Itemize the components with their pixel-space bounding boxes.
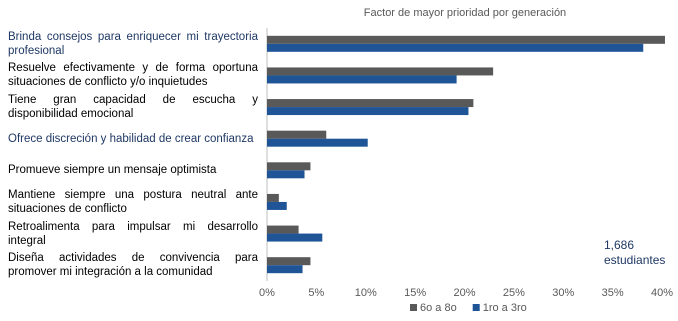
x-tick-label: 40% xyxy=(651,287,673,299)
legend-label: 1ro a 3ro xyxy=(483,302,527,314)
bar xyxy=(267,162,311,171)
y-tick-label: Ofrece discreción y habilidad de crear c… xyxy=(8,132,254,145)
x-tick-label: 30% xyxy=(552,287,574,299)
bar xyxy=(267,257,311,266)
bar xyxy=(267,35,665,44)
y-tick-label: Tiene gran capacidad de escucha y dispon… xyxy=(8,94,258,121)
bar xyxy=(267,265,303,274)
x-tick-label: 25% xyxy=(503,287,525,299)
y-tick-label: Brinda consejos para enriquecer mi traye… xyxy=(8,30,258,57)
bar xyxy=(267,67,494,76)
x-tick-label: 15% xyxy=(404,287,426,299)
bar xyxy=(267,43,644,52)
bar xyxy=(267,201,287,210)
bar xyxy=(267,107,469,116)
bar xyxy=(267,225,299,234)
bar xyxy=(267,99,474,108)
y-tick-label: Diseña actividades de convivencia para p… xyxy=(8,252,258,279)
x-tick-label: 20% xyxy=(453,287,475,299)
bar xyxy=(267,170,305,179)
x-tick-label: 0% xyxy=(259,287,275,299)
x-tick-label: 10% xyxy=(355,287,377,299)
y-tick-label: Mantiene siempre una postura neutral ant… xyxy=(8,188,258,215)
x-tick-label: 5% xyxy=(308,287,324,299)
annotation: 1,686 estudiantes xyxy=(604,238,666,267)
y-tick-label: Retroalimenta para impulsar mi desarroll… xyxy=(8,220,258,247)
y-tick-label: Resuelve efectivamente y de forma oportu… xyxy=(8,62,258,89)
bar xyxy=(267,130,327,139)
bar xyxy=(267,233,323,242)
bar xyxy=(267,193,279,202)
y-tick-label: Promueve siempre un mensaje optimista xyxy=(8,164,217,177)
legend-swatch xyxy=(472,304,480,311)
legend-swatch xyxy=(410,304,417,311)
bar xyxy=(267,138,368,147)
legend-label: 6o a 8o xyxy=(420,302,457,314)
x-tick-label: 35% xyxy=(602,287,624,299)
bar xyxy=(267,75,457,84)
chart-title: Factor de mayor prioridad por generación xyxy=(364,7,566,19)
